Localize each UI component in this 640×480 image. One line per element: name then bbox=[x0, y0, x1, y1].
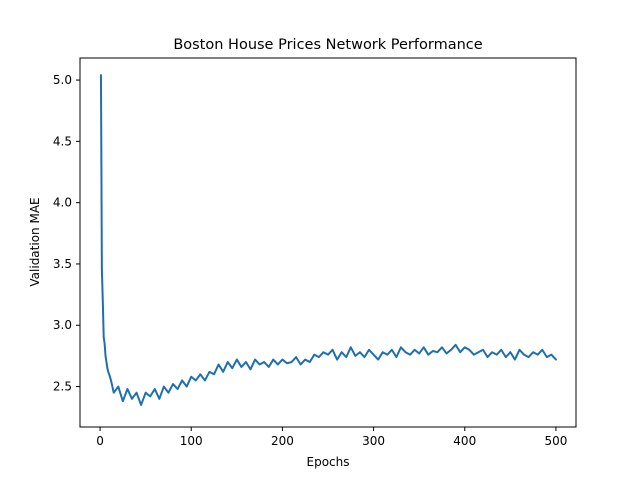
x-axis-label: Epochs bbox=[307, 455, 350, 469]
x-tick-label: 200 bbox=[271, 434, 294, 448]
y-axis-label: Validation MAE bbox=[28, 197, 42, 286]
plot-area bbox=[99, 74, 557, 406]
y-tick-label: 3.0 bbox=[53, 318, 72, 332]
y-tick-label: 4.5 bbox=[53, 134, 72, 148]
x-tick-label: 100 bbox=[180, 434, 203, 448]
x-tick-label: 500 bbox=[544, 434, 567, 448]
x-tick-label: 0 bbox=[96, 434, 104, 448]
chart-title: Boston House Prices Network Performance bbox=[173, 37, 482, 53]
x-axis-ticks: 0 100 200 300 400 500 bbox=[96, 427, 567, 448]
y-axis-ticks: 2.5 3.0 3.5 4.0 4.5 5.0 bbox=[53, 73, 80, 394]
series-line bbox=[99, 74, 557, 406]
y-tick-label: 2.5 bbox=[53, 380, 72, 394]
axes-frame bbox=[79, 57, 577, 428]
x-tick-label: 300 bbox=[362, 434, 385, 448]
y-tick-label: 4.0 bbox=[53, 196, 72, 210]
y-tick-label: 3.5 bbox=[53, 257, 72, 271]
x-tick-label: 400 bbox=[453, 434, 476, 448]
y-tick-label: 5.0 bbox=[53, 73, 72, 87]
